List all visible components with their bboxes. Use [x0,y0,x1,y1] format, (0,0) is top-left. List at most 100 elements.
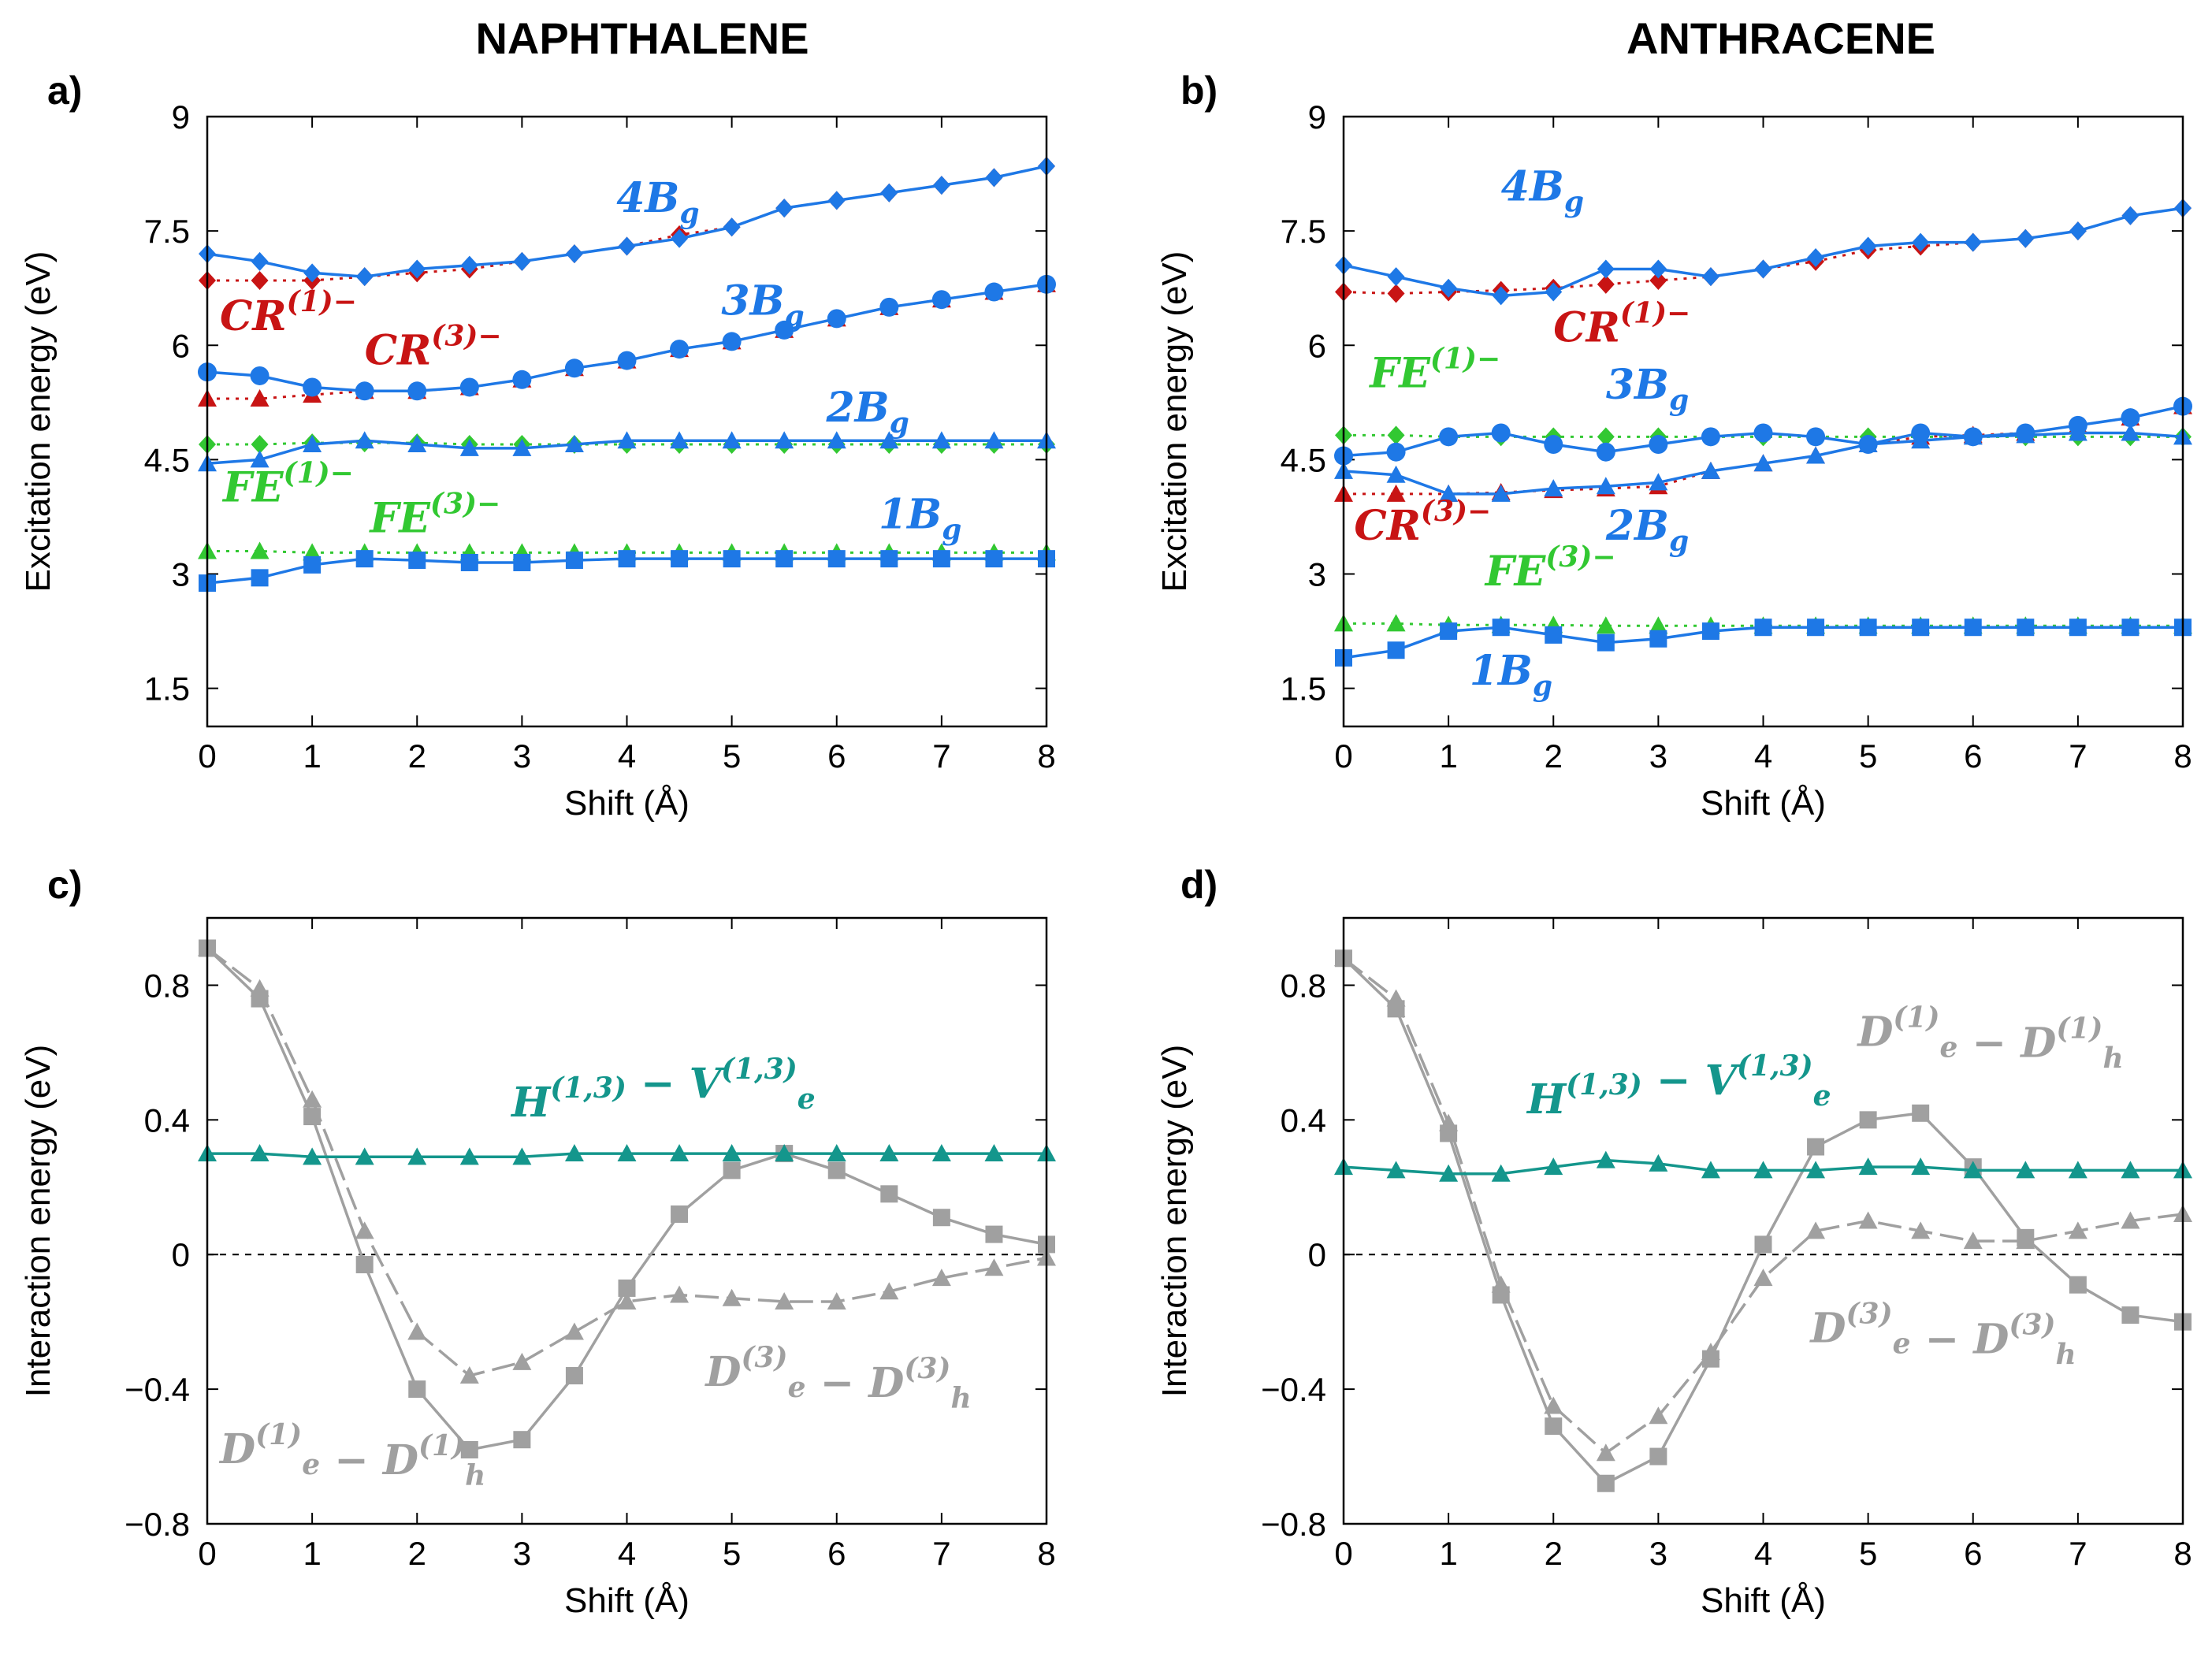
data-point-d-3-e-d-3-h-c [355,1221,374,1239]
data-point-d-3-e-d-3-h-d [1963,1231,1983,1250]
data-point-d-3-e-d-3-h-d [2016,1231,2035,1250]
data-point-1bg-b [1754,619,1772,637]
data-point-4bg-b [1492,286,1510,306]
data-point-h-1-3-v-1-3-e-c [564,1144,584,1162]
data-point-1bg-b [1492,619,1510,637]
data-point-3bg-b [1544,435,1563,455]
x-tick-label-b: 1 [1439,737,1457,775]
data-point-2bg-a [617,431,637,449]
curve-label-b: 3Bg [1606,361,1689,417]
x-tick-label-b: 8 [2173,737,2192,775]
series-line-cr-1-b [1343,206,2184,295]
data-point-cr-1-b [1649,271,1667,291]
data-point-4bg-a [565,244,583,264]
data-point-cr-1-a [251,271,269,291]
data-point-2bg-b [2016,425,2035,444]
data-point-4bg-a [880,183,898,202]
data-point-4bg-b [1807,247,1825,267]
x-tick-label-c: 8 [1037,1535,1055,1572]
curve-label-a: CR(3)− [365,319,502,374]
data-point-2bg-b [1858,435,1878,453]
data-point-fe-1-a [251,435,269,455]
curve-label-b: FE(1)− [1368,342,1500,397]
y-tick-label-d: 0.4 [1281,1101,1326,1139]
x-tick-label-d: 8 [2173,1535,2192,1572]
data-point-h-1-3-v-1-3-e-c [931,1144,951,1162]
data-point-d-3-e-d-3-h-d [2121,1211,2140,1229]
y-tick-label-c: 0 [172,1236,190,1273]
y-tick-label-d: 0.8 [1281,967,1326,1004]
data-point-1bg-b [1701,622,1719,641]
x-tick-label-d: 1 [1439,1535,1457,1572]
data-point-2bg-a [931,431,951,449]
data-point-4bg-a [723,217,741,237]
data-point-h-1-3-v-1-3-e-d [1858,1157,1878,1176]
data-point-d-3-e-d-3-h-c [407,1322,427,1340]
curve-label-d: D(3)e − D(3)h [1809,1297,2076,1371]
curve-label-b: 1Bg [1470,647,1552,703]
data-point-4bg-b [2017,228,2035,248]
data-point-1bg-b [1597,633,1615,652]
data-point-1bg-b [1859,619,1877,637]
data-point-4bg-a [671,228,689,248]
curve-label-d: H(1,3) − V(1,3)e [1526,1049,1831,1124]
data-point-d-1-e-d-1-h-d [1859,1111,1877,1129]
y-tick-label-a: 3 [172,556,190,593]
data-point-4bg-b [1387,267,1405,287]
data-point-h-1-3-v-1-3-e-c [617,1144,637,1162]
data-point-3bg-a [355,381,374,401]
data-point-1bg-a [985,550,1003,568]
series-line-cr-3-b [1344,405,2184,496]
data-point-2bg-a [303,435,322,453]
data-point-4bg-b [2121,206,2140,225]
data-point-d-3-e-d-3-h-c [459,1366,479,1384]
x-tick-label-d: 7 [2069,1535,2087,1572]
data-point-2bg-a [250,450,270,468]
panel-a-naphthalene-excitation: a) 0 1 2 3 4 5 6 7 8 1.5 3 4.5 6 7.5 9 Shift (Å) Excitati… [19,69,1056,823]
data-point-d-1-e-d-1-h-d [2069,1276,2087,1294]
data-point-1bg-b [2069,619,2087,637]
data-point-1bg-b [1649,630,1667,648]
data-point-d-1-e-d-1-h-d [2121,1306,2140,1324]
data-point-d-1-e-d-1-h-d [1754,1235,1772,1254]
y-tick-label-b: 6 [1308,327,1326,364]
data-point-4bg-a [827,191,846,210]
data-point-1bg-b [1807,619,1825,637]
data-point-4bg-a [932,176,950,195]
data-point-1bg-b [1440,622,1458,641]
data-point-3bg-a [775,320,794,340]
y-tick-label-a: 7.5 [144,213,190,250]
data-point-2bg-b [1806,446,1826,464]
curve-label-b: CR(3)− [1354,495,1491,550]
y-tick-label-d: −0.4 [1261,1371,1326,1408]
data-point-4bg-b [1649,259,1667,279]
data-point-2bg-b [1701,461,1720,479]
panel-c-naphthalene-interaction: c) 0 1 2 3 4 5 6 7 8 −0.8 −0.4 0 0.4 0.8 Shift (Å) Inter… [19,863,1056,1620]
data-point-3bg-b [1491,423,1511,443]
data-point-4bg-b [1545,282,1563,302]
data-point-h-1-3-v-1-3-e-d [1806,1161,1826,1179]
data-point-d-1-e-d-1-h-d [1649,1447,1667,1466]
data-point-fe-3-b [1386,614,1406,632]
data-point-1bg-b [1964,619,1982,637]
x-tick-label-d: 6 [1964,1535,1982,1572]
data-point-3bg-a [250,366,270,385]
data-point-3bg-a [617,351,637,370]
data-point-1bg-a [251,569,269,587]
data-point-d-1-e-d-1-h-c [723,1161,741,1179]
data-point-cr-1-b [1387,284,1405,303]
x-tick-label-c: 2 [408,1535,426,1572]
data-point-2bg-a [512,438,532,456]
x-tick-label-a: 8 [1037,737,1055,775]
data-point-3bg-b [1439,427,1459,447]
data-point-fe-3-b [1649,616,1668,634]
data-point-3bg-a [670,340,690,359]
data-point-h-1-3-v-1-3-e-c [879,1144,899,1162]
data-point-4bg-a [513,251,531,271]
data-point-d-3-e-d-3-h-d [1858,1211,1878,1229]
y-tick-label-a: 4.5 [144,441,190,478]
curve-label-c: D(3)e − D(3)h [704,1341,971,1415]
data-point-2bg-a [564,435,584,453]
data-point-3bg-a [827,309,846,329]
data-point-1bg-a [723,550,741,568]
